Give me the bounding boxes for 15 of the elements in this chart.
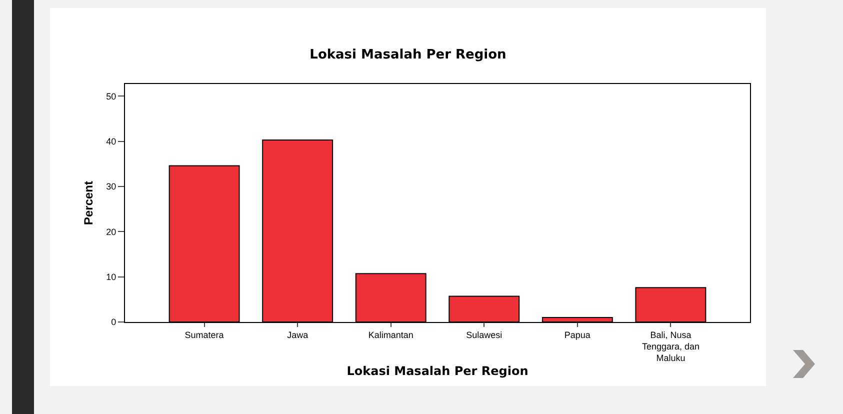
y-tick-label: 20 [106, 226, 116, 237]
x-tick-label: Papua [564, 330, 590, 340]
y-tick-label: 40 [106, 136, 116, 146]
x-tick-label: Jawa [287, 330, 308, 340]
x-tick-label: Bali, Nusa Tenggara, dan Maluku [642, 330, 700, 364]
y-tick-label: 0 [111, 317, 116, 328]
chart-title: Lokasi Masalah Per Region [310, 48, 506, 63]
x-tick-label: Sumatera [184, 330, 224, 340]
x-tick-label: Kalimantan [368, 330, 414, 340]
y-axis-title: Percent [81, 180, 96, 226]
x-axis-title: Lokasi Masalah Per Region [346, 364, 528, 378]
x-tick-label: Sulawesi [466, 330, 502, 340]
y-tick-label: 50 [106, 91, 116, 102]
y-tick-label: 30 [106, 182, 116, 192]
y-tick-label: 10 [106, 272, 116, 282]
